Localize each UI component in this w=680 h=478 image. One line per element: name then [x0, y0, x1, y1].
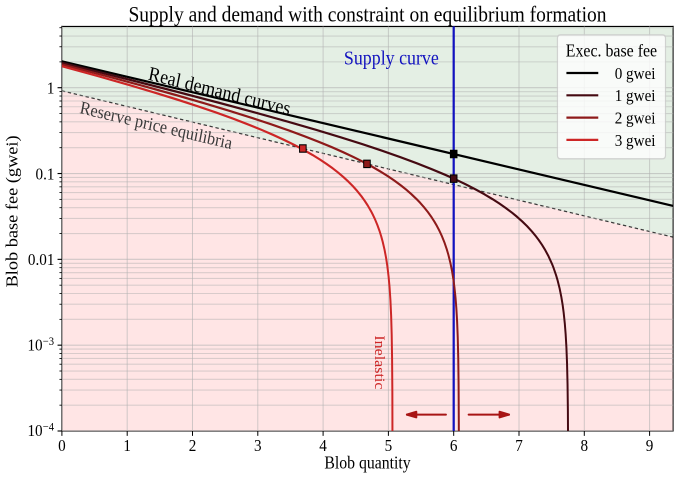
- svg-text:Supply curve: Supply curve: [344, 47, 439, 69]
- svg-text:1: 1: [123, 437, 131, 455]
- svg-text:Blob base fee (gwei): Blob base fee (gwei): [4, 135, 22, 287]
- svg-text:0 gwei: 0 gwei: [615, 65, 656, 83]
- svg-text:Blob quantity: Blob quantity: [324, 453, 411, 473]
- svg-text:2: 2: [189, 437, 197, 455]
- svg-text:1 0 −: 1 0 − 4: [27, 411, 54, 442]
- svg-text:3 gwei: 3 gwei: [615, 132, 656, 150]
- svg-text:4: 4: [319, 437, 327, 455]
- svg-text:0.1: 0.1: [36, 166, 55, 184]
- svg-text:8: 8: [581, 437, 589, 455]
- svg-text:3: 3: [254, 437, 262, 455]
- svg-text:5: 5: [385, 437, 393, 455]
- svg-text:Exec. base fee: Exec. base fee: [566, 41, 657, 61]
- svg-text:7: 7: [515, 437, 523, 455]
- svg-text:1: 1: [47, 80, 55, 98]
- svg-text:0.01: 0.01: [28, 252, 55, 270]
- svg-text:1 gwei: 1 gwei: [615, 88, 656, 106]
- svg-text:1 0 −: 1 0 − 3: [27, 325, 54, 356]
- svg-text:6: 6: [450, 437, 458, 455]
- svg-text:0: 0: [58, 437, 66, 455]
- svg-text:Supply and demand with constra: Supply and demand with constraint on equ…: [128, 4, 607, 27]
- svg-text:9: 9: [646, 437, 654, 455]
- svg-text:Inelastic: Inelastic: [371, 335, 387, 389]
- svg-text:2 gwei: 2 gwei: [615, 110, 656, 128]
